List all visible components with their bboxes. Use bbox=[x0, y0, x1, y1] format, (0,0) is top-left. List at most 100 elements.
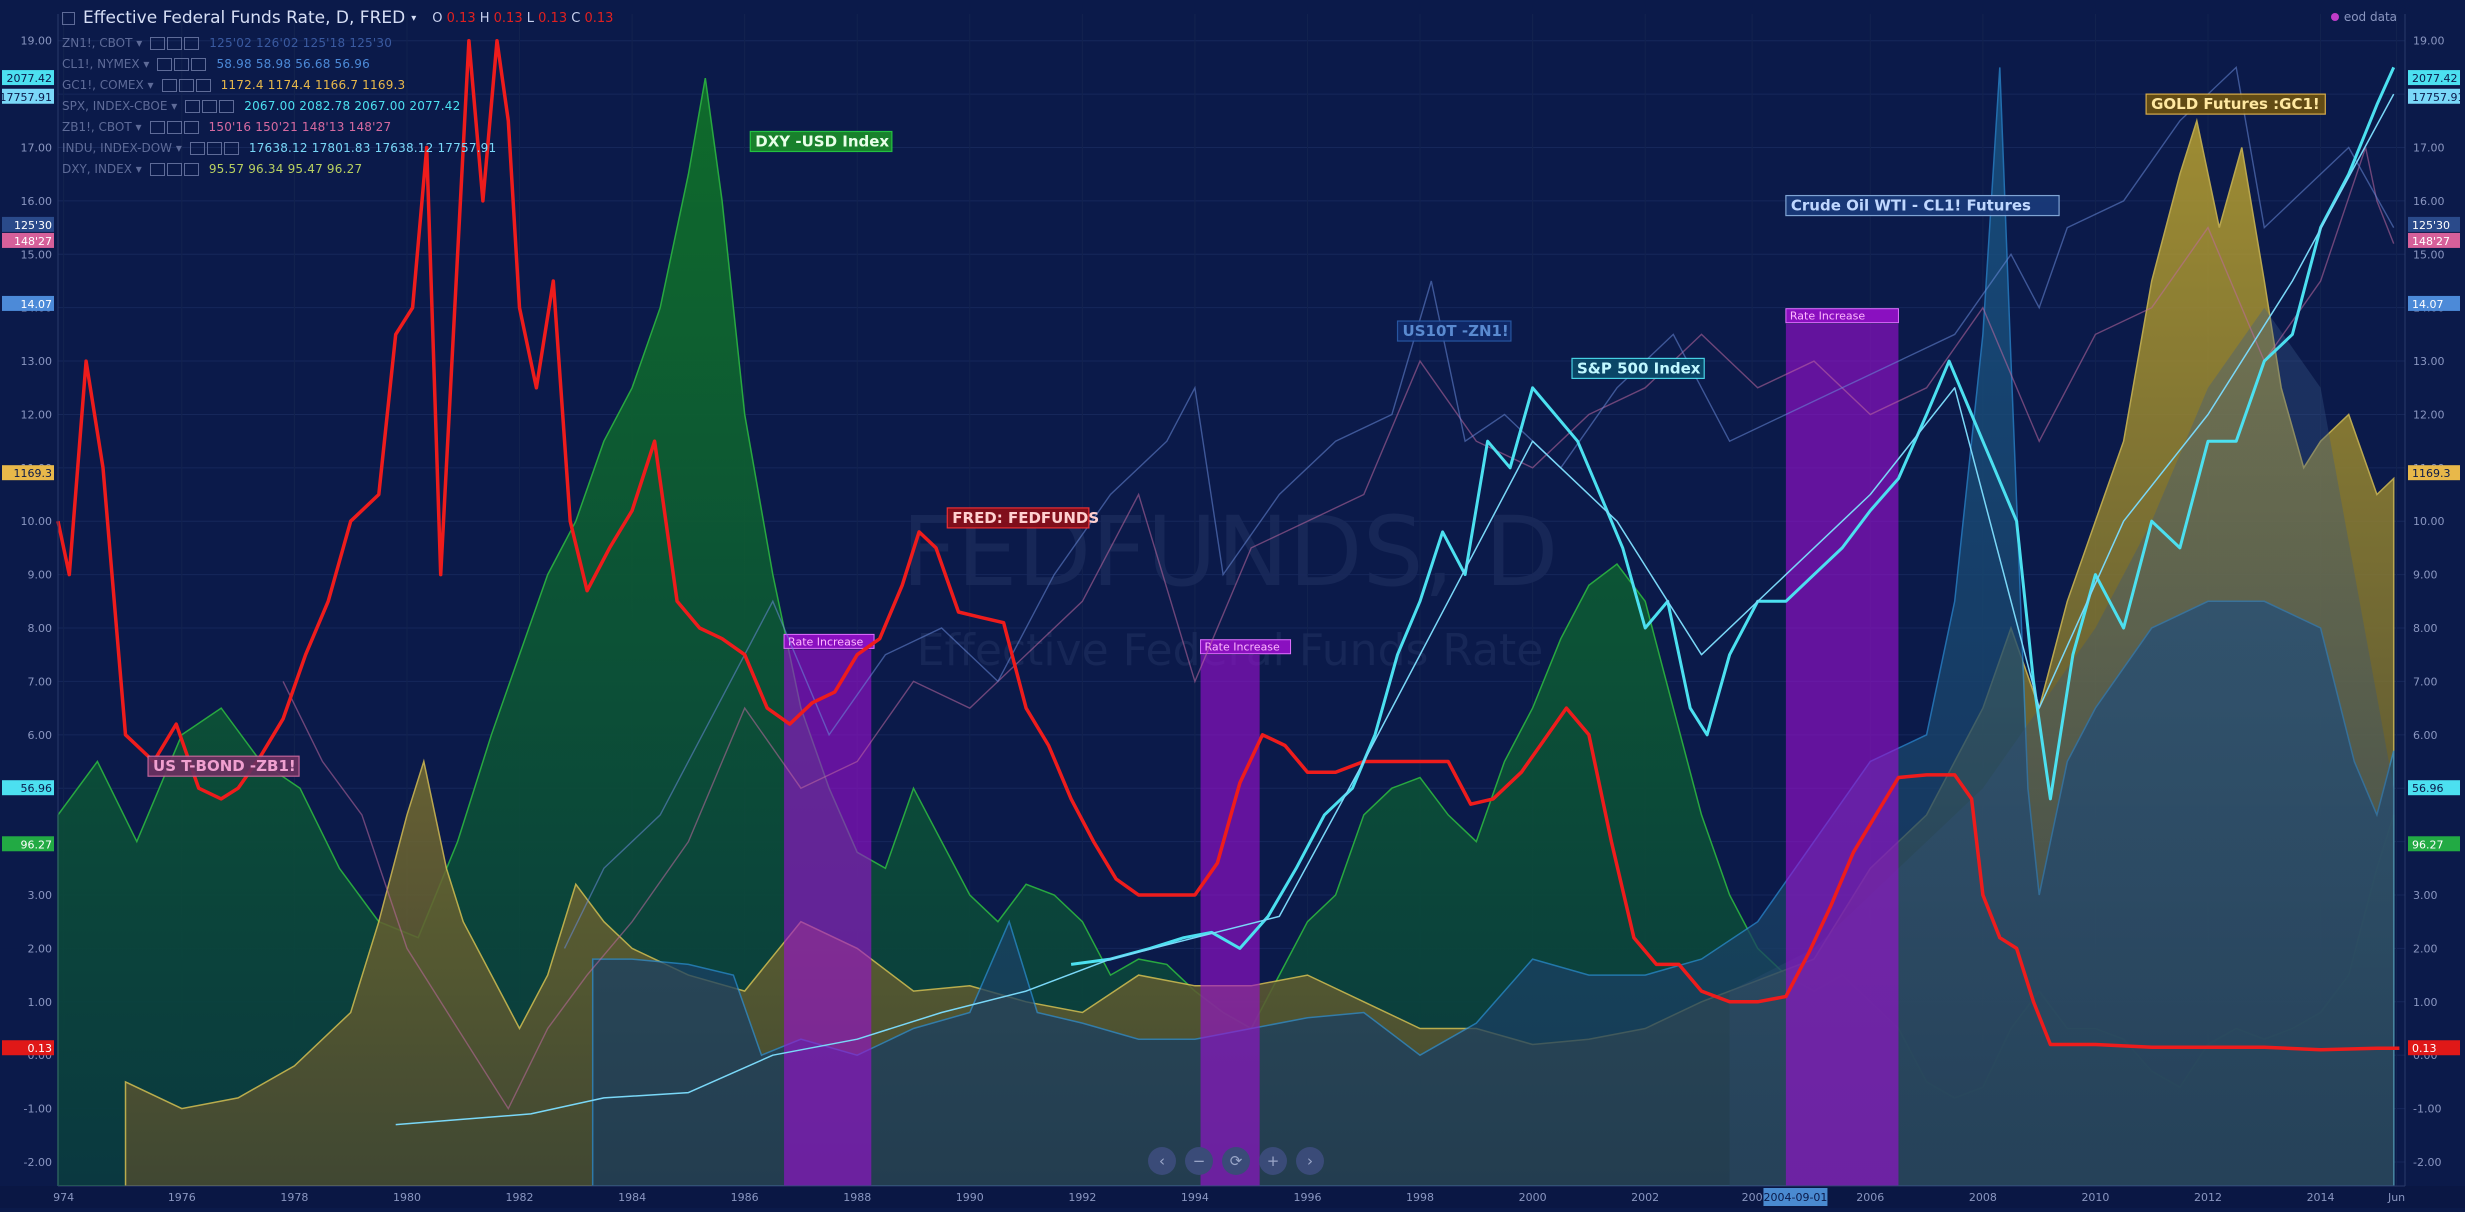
legend-row[interactable]: ZB1!, CBOT ▾ 150'16 150'21 148'13 148'27 bbox=[62, 116, 613, 137]
chart-navigation: ‹ − ⟳ + › bbox=[1148, 1147, 1324, 1175]
close-icon[interactable] bbox=[191, 57, 207, 71]
series-annotation[interactable]: US10T -ZN1! bbox=[1396, 320, 1512, 342]
zoom-in-button[interactable]: + bbox=[1259, 1147, 1287, 1175]
series-annotations[interactable]: DXY -USD Index US T-BOND -ZB1! FRED: FEDFU… bbox=[147, 93, 2326, 777]
rate-increase-band bbox=[1785, 323, 1899, 1186]
price-badge-left-text: 56.96 bbox=[21, 782, 53, 795]
legend-rows: ZN1!, CBOT ▾ 125'02 126'02 125'18 125'30 C… bbox=[62, 32, 613, 179]
eye-icon[interactable] bbox=[149, 162, 165, 176]
legend-row[interactable]: GC1!, COMEX ▾ 1172.4 1174.4 1166.7 1169.3 bbox=[62, 74, 613, 95]
legend-row[interactable]: CL1!, NYMEX ▾ 58.98 58.98 56.68 56.96 bbox=[62, 53, 613, 74]
price-badge-left-box bbox=[2, 465, 54, 481]
annotation-box bbox=[2145, 93, 2326, 115]
collapse-legend-button[interactable] bbox=[62, 11, 75, 25]
x-tick-label: 1984 bbox=[618, 1191, 646, 1204]
price-badge-left: 96.27 bbox=[2, 836, 54, 852]
close-icon[interactable] bbox=[223, 141, 239, 155]
legend-controls[interactable] bbox=[185, 99, 236, 113]
y-tick-label-left: 17.00 bbox=[21, 141, 53, 154]
legend-row[interactable]: INDU, INDEX-DOW ▾ 17638.12 17801.83 17638… bbox=[62, 137, 613, 158]
legend-symbol[interactable]: GC1!, COMEX ▾ bbox=[62, 77, 154, 92]
x-tick-label: 1994 bbox=[1181, 1191, 1209, 1204]
legend-symbol[interactable]: INDU, INDEX-DOW ▾ bbox=[62, 140, 182, 155]
main-series-title[interactable]: Effective Federal Funds Rate, D, FRED bbox=[83, 8, 406, 28]
price-badge-right-text: 125'30 bbox=[2412, 219, 2450, 232]
close-value: 0.13 bbox=[584, 10, 614, 26]
rate-increase-regions: Rate Increase Rate Increase Rate Increase bbox=[783, 308, 1899, 1186]
line-series-layer bbox=[56, 38, 2400, 1126]
legend-symbol[interactable]: ZN1!, CBOT ▾ bbox=[62, 35, 143, 50]
y-tick-label-left: -1.00 bbox=[24, 1103, 52, 1116]
close-icon[interactable] bbox=[183, 120, 199, 134]
close-icon[interactable] bbox=[195, 78, 211, 92]
gear-icon[interactable] bbox=[167, 36, 183, 50]
series-annotation[interactable]: Crude Oil WTI - CL1! Futures bbox=[1785, 194, 2060, 217]
legend-controls[interactable] bbox=[149, 162, 201, 176]
rate-increase-label: Rate Increase bbox=[1785, 308, 1899, 324]
eye-icon[interactable] bbox=[150, 36, 166, 50]
legend-row[interactable]: ZN1!, CBOT ▾ 125'02 126'02 125'18 125'30 bbox=[62, 32, 613, 53]
legend-values: 125'02 126'02 125'18 125'30 bbox=[209, 35, 393, 50]
gear-icon[interactable] bbox=[166, 120, 182, 134]
price-badge-left: 148'27 bbox=[2, 232, 54, 248]
annotation-text: FRED: FEDFUNDS bbox=[952, 509, 1099, 527]
legend-row[interactable]: DXY, INDEX ▾ 95.57 96.34 95.47 96.27 bbox=[62, 158, 613, 179]
price-badge-right-text: 1169.3 bbox=[2412, 467, 2451, 480]
y-tick-label-right: 17.00 bbox=[2413, 141, 2445, 154]
gear-icon[interactable] bbox=[174, 57, 190, 71]
legend-symbol[interactable]: ZB1!, CBOT ▾ bbox=[62, 119, 142, 134]
series-annotation[interactable]: FRED: FEDFUNDS bbox=[946, 507, 1099, 529]
close-icon[interactable] bbox=[183, 162, 199, 176]
gear-icon[interactable] bbox=[166, 162, 182, 176]
price-badge-left-box bbox=[2, 1040, 54, 1056]
faint-series-0 bbox=[282, 144, 2395, 1111]
series-annotation[interactable]: GOLD Futures :GC1! bbox=[2145, 93, 2326, 115]
scroll-right-button[interactable]: › bbox=[1296, 1147, 1324, 1175]
line-series-2 bbox=[395, 93, 2395, 1126]
legend-row[interactable]: SPX, INDEX-CBOE ▾ 2067.00 2082.78 2067.00… bbox=[62, 95, 613, 116]
line-series-0 bbox=[56, 38, 2400, 1052]
gear-icon[interactable] bbox=[178, 78, 194, 92]
legend-values: 150'16 150'21 148'13 148'27 bbox=[208, 119, 392, 134]
legend-symbol[interactable]: DXY, INDEX ▾ bbox=[62, 161, 142, 176]
x-tick-label: Jun bbox=[2387, 1191, 2405, 1204]
eye-icon[interactable] bbox=[189, 141, 205, 155]
price-badge-left: 56.96 bbox=[2, 780, 54, 796]
crosshair-date-badge bbox=[1763, 1188, 1828, 1206]
y-tick-label-left: 7.00 bbox=[28, 675, 53, 688]
price-badge-right-text: 96.27 bbox=[2412, 838, 2444, 851]
x-tick-label: 2012 bbox=[2194, 1191, 2222, 1204]
scroll-left-button[interactable]: ‹ bbox=[1148, 1147, 1176, 1175]
legend-symbol[interactable]: CL1!, NYMEX ▾ bbox=[62, 56, 150, 71]
x-tick-label: 2014 bbox=[2307, 1191, 2335, 1204]
rate-increase-label-box bbox=[1200, 639, 1292, 655]
gear-icon[interactable] bbox=[202, 99, 218, 113]
price-badge-right-text: 14.07 bbox=[2412, 298, 2444, 311]
legend-controls[interactable] bbox=[161, 78, 213, 92]
faint-series-1 bbox=[563, 65, 2395, 949]
annotation-text: S&P 500 Index bbox=[1577, 359, 1701, 377]
eye-icon[interactable] bbox=[149, 120, 165, 134]
close-icon[interactable] bbox=[219, 99, 235, 113]
chevron-down-icon[interactable]: ▾ bbox=[411, 12, 417, 24]
eye-icon[interactable] bbox=[157, 57, 173, 71]
legend-controls[interactable] bbox=[149, 120, 201, 134]
reset-chart-button[interactable]: ⟳ bbox=[1222, 1147, 1250, 1175]
eye-icon[interactable] bbox=[161, 78, 177, 92]
legend-symbol[interactable]: SPX, INDEX-CBOE ▾ bbox=[62, 98, 178, 113]
series-annotation[interactable]: DXY -USD Index bbox=[749, 130, 893, 153]
zoom-out-button[interactable]: − bbox=[1185, 1147, 1213, 1175]
gear-icon[interactable] bbox=[206, 141, 222, 155]
legend-values: 1172.4 1174.4 1166.7 1169.3 bbox=[220, 77, 406, 92]
legend-controls[interactable] bbox=[150, 36, 201, 50]
series-annotation[interactable]: US T-BOND -ZB1! bbox=[147, 755, 300, 777]
price-badge-right: 1169.3 bbox=[2408, 465, 2460, 481]
legend-controls[interactable] bbox=[157, 57, 208, 71]
close-icon[interactable] bbox=[184, 36, 200, 50]
series-annotation[interactable]: S&P 500 Index bbox=[1571, 357, 1705, 380]
y-tick-label-left: 9.00 bbox=[28, 569, 53, 582]
eye-icon[interactable] bbox=[185, 99, 201, 113]
legend-controls[interactable] bbox=[189, 141, 241, 155]
